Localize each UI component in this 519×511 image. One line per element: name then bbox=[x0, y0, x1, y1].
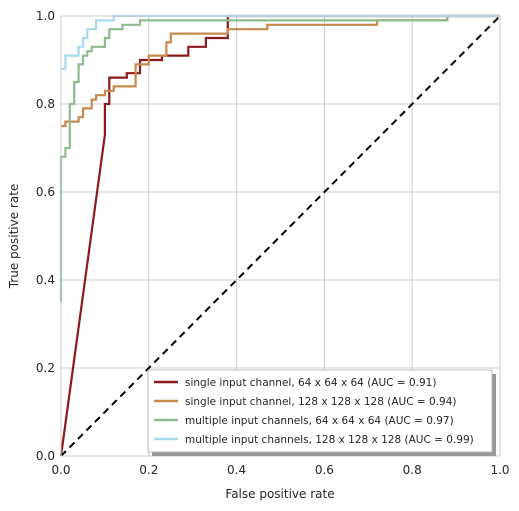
legend-entry-4: multiple input channels, 128 x 128 x 128… bbox=[185, 434, 474, 446]
series-line-4 bbox=[61, 14, 500, 70]
y-axis-label: True positive rate bbox=[7, 184, 21, 290]
y-tick-label: 0.4 bbox=[36, 273, 55, 287]
grid bbox=[60, 15, 501, 457]
legend-entry-3: multiple input channels, 64 x 64 x 64 (A… bbox=[185, 415, 454, 427]
x-tick-label: 1.0 bbox=[490, 463, 509, 477]
series-line-2 bbox=[61, 14, 500, 128]
y-tick-label: 0.2 bbox=[36, 361, 55, 375]
x-tick-label: 0.4 bbox=[227, 463, 246, 477]
series-line-1 bbox=[59, 14, 500, 457]
tick-labels: 0.0 0.2 0.4 0.6 0.8 1.0 0.0 0.2 0.4 0.6 0.8 1.0 bbox=[36, 9, 510, 477]
series-layer bbox=[59, 14, 501, 457]
diagonal-reference-line bbox=[60, 15, 501, 457]
y-tick-label: 0.8 bbox=[36, 97, 55, 111]
legend: single input channel, 64 x 64 x 64 (AUC … bbox=[147, 369, 496, 456]
y-tick-label: 1.0 bbox=[36, 9, 55, 23]
x-tick-label: 0.2 bbox=[139, 463, 158, 477]
x-tick-label: 0.0 bbox=[51, 463, 70, 477]
x-tick-label: 0.8 bbox=[403, 463, 422, 477]
y-tick-label: 0.6 bbox=[36, 185, 55, 199]
x-tick-label: 0.6 bbox=[315, 463, 334, 477]
x-axis-label: False positive rate bbox=[225, 487, 334, 501]
legend-entry-2: single input channel, 128 x 128 x 128 (A… bbox=[185, 396, 456, 408]
legend-box bbox=[147, 369, 493, 453]
y-tick-label: 0.0 bbox=[36, 449, 55, 463]
series-line-3 bbox=[59, 14, 500, 302]
legend-entry-1: single input channel, 64 x 64 x 64 (AUC … bbox=[185, 377, 436, 389]
